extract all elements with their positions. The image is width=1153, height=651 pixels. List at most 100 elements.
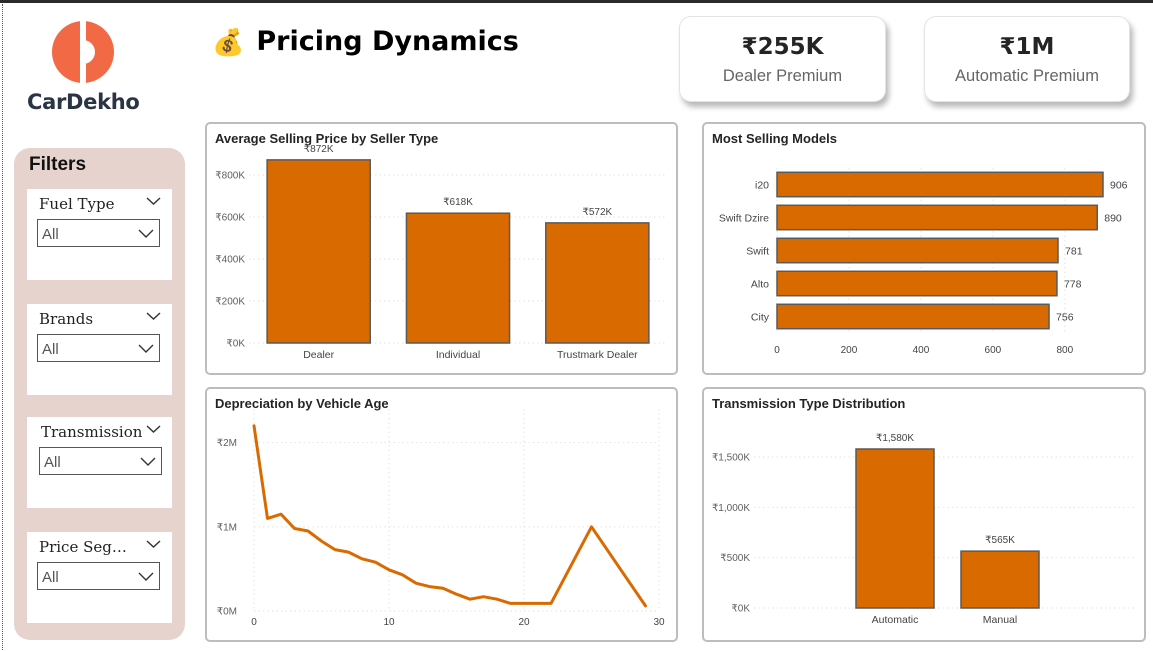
y-tick-label: ₹800K xyxy=(215,171,245,182)
y-tick-label: ₹500K xyxy=(720,553,750,564)
y-tick-label: ₹1,500K xyxy=(712,453,750,464)
chevron-down-icon[interactable] xyxy=(146,424,161,434)
kpi-card-automatic-premium: ₹1M Automatic Premium xyxy=(924,16,1130,102)
slicer-fuel-type: Fuel Type All xyxy=(27,189,172,280)
filters-title: Filters xyxy=(29,154,87,175)
y-tick-label: ₹0K xyxy=(226,339,245,350)
y-tick-label: ₹0M xyxy=(217,607,237,618)
chart-panel-seller-type: Average Selling Price by Seller Type ₹0K… xyxy=(205,122,678,375)
slicer-label: Brands xyxy=(39,310,94,328)
brand-name: CarDekho xyxy=(27,90,140,114)
bar xyxy=(960,550,1040,609)
bar xyxy=(405,212,511,344)
x-tick-label: 30 xyxy=(653,617,665,628)
cardekho-logo: CarDekho xyxy=(26,20,146,116)
chevron-down-icon[interactable] xyxy=(146,196,161,206)
slicer-label: Transmission xyxy=(41,423,143,441)
x-tick-label: Automatic xyxy=(872,614,919,626)
page-title-text: Pricing Dynamics xyxy=(256,26,519,57)
series-line xyxy=(252,424,647,608)
bar xyxy=(776,237,1059,264)
cardekho-logo-icon xyxy=(52,20,114,84)
x-tick-label: Trustmark Dealer xyxy=(557,349,638,361)
data-label: ₹618K xyxy=(443,197,473,208)
slicer-dropdown[interactable]: All xyxy=(37,219,160,247)
chart-title: Depreciation by Vehicle Age xyxy=(215,396,389,411)
data-label: ₹565K xyxy=(985,535,1015,546)
kpi-label: Dealer Premium xyxy=(722,67,843,85)
chart-depreciation: ₹0M ₹1M ₹2M 0 10 20 30 xyxy=(217,409,665,628)
data-label: 890 xyxy=(1104,213,1122,225)
x-tick-label: 20 xyxy=(518,617,530,628)
bar xyxy=(776,270,1058,297)
data-label: ₹872K xyxy=(304,144,334,155)
data-label: 781 xyxy=(1065,246,1083,258)
chart-seller-type: ₹0K ₹200K ₹400K ₹600K ₹800K ₹872K Dealer ₹618K I… xyxy=(215,144,667,361)
y-tick-label: Alto xyxy=(751,279,769,291)
chevron-down-icon[interactable] xyxy=(146,311,161,321)
money-bag-icon: 💰 xyxy=(212,26,245,57)
x-tick-label: 10 xyxy=(383,617,395,628)
x-tick-label: 800 xyxy=(1057,345,1074,356)
chevron-down-icon[interactable] xyxy=(146,539,161,549)
y-tick-label: ₹400K xyxy=(215,255,245,266)
chart-most-selling-models: 0 200 400 600 800 i20 906 Swift Dzire 890 Swift 78… xyxy=(719,168,1128,356)
slicer-selected-value: All xyxy=(42,341,59,358)
y-tick-label: ₹1M xyxy=(217,522,237,533)
y-tick-label: ₹0K xyxy=(731,604,750,615)
chart-panel-transmission: Transmission Type Distribution ₹0K ₹500K ₹… xyxy=(702,387,1146,642)
slicer-transmission: Transmission All xyxy=(27,417,172,508)
kpi-value: ₹255K xyxy=(741,34,824,60)
kpi-card-dealer-premium: ₹255K Dealer Premium xyxy=(679,16,886,102)
chart-panel-depreciation: Depreciation by Vehicle Age ₹0M ₹1M ₹2M 0 10… xyxy=(205,387,678,642)
chart-title: Most Selling Models xyxy=(712,131,837,146)
kpi-value: ₹1M xyxy=(999,34,1055,60)
data-label: ₹1,580K xyxy=(876,433,914,444)
bar xyxy=(776,204,1098,231)
x-tick-label: 200 xyxy=(841,345,858,356)
slicer-price-segment: Price Seg… All xyxy=(27,532,172,623)
chart-transmission: ₹0K ₹500K ₹1,000K ₹1,500K ₹1,580K Automatic ₹5… xyxy=(712,433,1136,626)
top-border xyxy=(0,0,1153,3)
x-tick-label: Manual xyxy=(983,614,1017,626)
x-tick-label: Dealer xyxy=(303,349,334,361)
chevron-down-icon xyxy=(138,344,154,353)
chevron-down-icon xyxy=(138,229,154,238)
bar xyxy=(545,222,650,344)
slicer-label: Fuel Type xyxy=(39,195,115,213)
y-tick-label: Swift Dzire xyxy=(719,213,769,225)
y-tick-label: i20 xyxy=(755,180,769,192)
y-tick-label: Swift xyxy=(746,246,769,258)
x-tick-label: Individual xyxy=(436,349,480,361)
filters-panel: Filters Fuel Type All Brands All Transmi… xyxy=(14,148,185,640)
slicer-selected-value: All xyxy=(44,454,61,471)
bar xyxy=(855,448,935,609)
bar xyxy=(776,171,1104,198)
slicer-dropdown[interactable]: All xyxy=(39,447,162,475)
data-label: ₹572K xyxy=(582,207,612,218)
chevron-down-icon xyxy=(138,572,154,581)
slicer-selected-value: All xyxy=(42,226,59,243)
chevron-down-icon xyxy=(140,457,156,466)
page-left-dotted-border xyxy=(2,4,3,650)
bar xyxy=(266,159,371,344)
y-tick-label: ₹1,000K xyxy=(712,503,750,514)
slicer-label: Price Seg… xyxy=(39,538,127,556)
slicer-dropdown[interactable]: All xyxy=(37,562,160,590)
data-label: 778 xyxy=(1064,279,1082,291)
x-tick-label: 0 xyxy=(251,617,257,628)
page-title: 💰 Pricing Dynamics xyxy=(212,26,519,57)
bar xyxy=(776,303,1050,330)
slicer-dropdown[interactable]: All xyxy=(37,334,160,362)
y-tick-label: City xyxy=(751,312,770,324)
y-tick-label: ₹200K xyxy=(215,297,245,308)
kpi-label: Automatic Premium xyxy=(955,67,1099,85)
chart-title: Transmission Type Distribution xyxy=(712,396,906,411)
x-tick-label: 400 xyxy=(913,345,930,356)
x-tick-label: 600 xyxy=(985,345,1002,356)
data-label: 906 xyxy=(1110,180,1128,192)
x-tick-label: 0 xyxy=(774,345,780,356)
slicer-brands: Brands All xyxy=(27,304,172,395)
chart-title: Average Selling Price by Seller Type xyxy=(215,131,439,146)
data-label: 756 xyxy=(1056,312,1074,324)
